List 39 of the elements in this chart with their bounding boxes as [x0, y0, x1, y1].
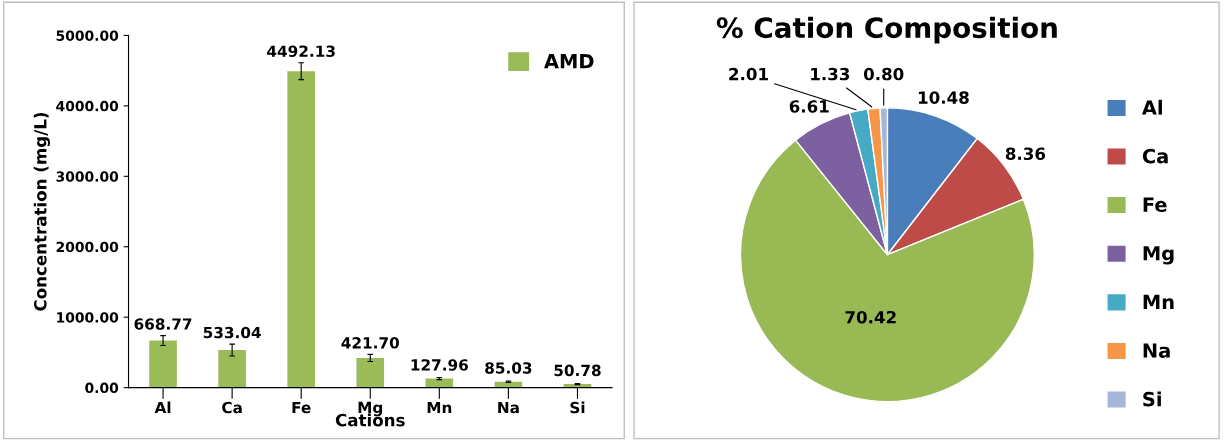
bar	[356, 357, 385, 388]
y-tick-label: 3000.00	[56, 171, 119, 182]
bar	[287, 71, 316, 388]
data-label: 8.36	[1005, 147, 1046, 161]
y-axis-title: Concentration (mg/L)	[33, 112, 50, 311]
chart-title: % Cation Composition	[716, 16, 1057, 44]
x-tick-label: Na	[498, 401, 519, 414]
y-tick-label: 5000.00	[56, 30, 119, 41]
y-tick-label: 1000.00	[57, 312, 119, 323]
legend-label: Al	[1141, 99, 1162, 115]
legend-label: Mn	[1143, 294, 1174, 310]
data-label: 50.78	[554, 364, 601, 377]
legend-label: Ca	[1142, 148, 1168, 164]
bar	[218, 350, 246, 388]
legend-label: Na	[1143, 343, 1170, 358]
legend-label: Fe	[1143, 197, 1167, 213]
y-tick-label: 0.00	[85, 382, 119, 394]
data-label: 10.48	[918, 91, 969, 104]
legend-label: AMD	[544, 54, 594, 69]
data-label: 127.96	[411, 359, 468, 371]
data-label: 6.61	[789, 100, 829, 113]
x-tick-label: Al	[154, 401, 171, 414]
data-label: 668.77	[134, 318, 192, 330]
data-label: 70.42	[845, 310, 896, 324]
data-label: 1.33	[811, 67, 850, 81]
data-label: 4492.13	[267, 45, 335, 57]
data-label: 0.80	[863, 67, 904, 81]
data-label: 85.03	[485, 362, 532, 374]
x-tick-label: Mn	[427, 401, 452, 414]
y-tick-label: 2000.00	[56, 241, 119, 253]
x-tick-label: Fe	[292, 401, 311, 414]
x-tick-label: Si	[570, 401, 585, 414]
y-tick-label: 4000.00	[56, 100, 119, 112]
legend-label: Mg	[1143, 246, 1174, 265]
data-label: 2.01	[729, 67, 768, 81]
data-label: 421.70	[341, 337, 400, 349]
bar	[149, 340, 177, 388]
x-tick-label: Ca	[222, 401, 242, 414]
data-label: 533.04	[203, 326, 261, 339]
